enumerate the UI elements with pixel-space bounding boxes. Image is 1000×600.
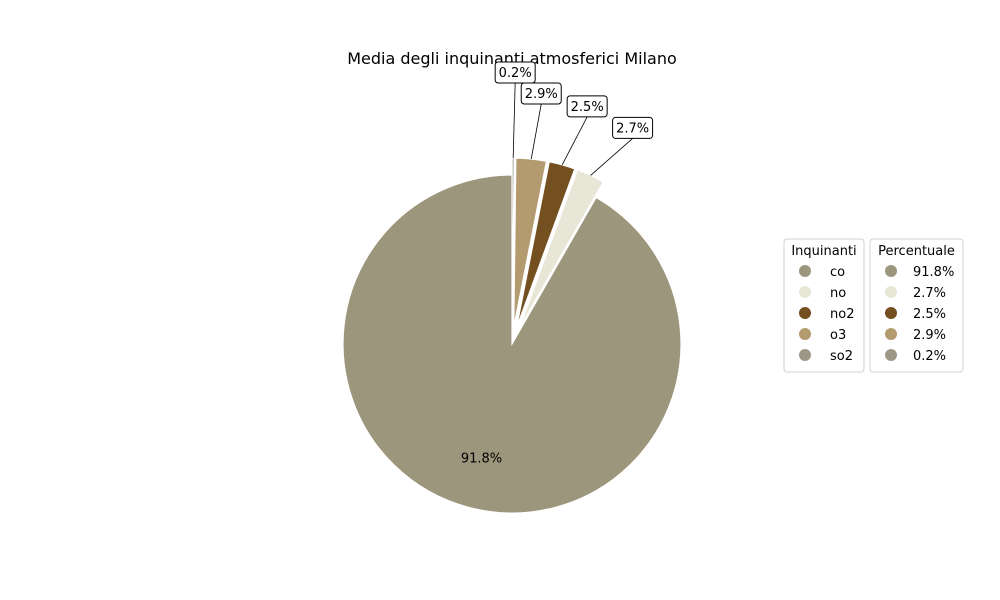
legend-entry: no2 xyxy=(830,307,854,322)
callout-line-no xyxy=(590,138,633,176)
legend-marker xyxy=(885,328,897,340)
pct-label-co: 91.8% xyxy=(461,451,502,466)
legend-entry: 2.9% xyxy=(913,328,946,343)
pie-slice-co xyxy=(342,174,682,514)
callout-label-o3: 2.9% xyxy=(525,87,558,102)
legend-entry: no xyxy=(830,286,846,301)
legend-marker xyxy=(885,265,897,277)
legend-marker xyxy=(799,349,811,361)
legend-marker xyxy=(799,307,811,319)
callout-box-no xyxy=(612,116,654,139)
legend-inquinanti: Inquinanti co no no2 o3 so2 xyxy=(783,238,865,373)
legend-marker xyxy=(885,349,897,361)
legend-entry: co xyxy=(830,265,845,280)
pie-slice-no xyxy=(518,169,605,329)
legend-marker xyxy=(885,307,897,319)
legend-entry: 0.2% xyxy=(913,349,946,364)
chart-title: Media degli inquinanti atmosferici Milan… xyxy=(347,49,677,68)
legend-entry: 91.8% xyxy=(913,265,954,280)
legend-marker xyxy=(799,328,811,340)
legend-title: Percentuale xyxy=(878,244,955,259)
legend-title: Inquinanti xyxy=(791,244,856,259)
legend-marker xyxy=(799,286,811,298)
legend-entry: so2 xyxy=(830,349,853,364)
callout-label-no: 2.7% xyxy=(616,121,649,136)
callout-label-no2: 2.5% xyxy=(571,100,604,115)
callout-line-no2 xyxy=(561,116,588,166)
legend-marker xyxy=(885,286,897,298)
legend-percentuale: Percentuale 91.8% 2.7% 2.5% 2.9% 0.2% xyxy=(869,238,964,373)
callout-box-no2 xyxy=(566,95,608,118)
legend-entry: 2.7% xyxy=(913,286,946,301)
legends: Inquinanti co no no2 o3 so2 Percentuale 91.8% 2.… xyxy=(783,238,964,373)
callout-label-so2: 0.2% xyxy=(499,66,532,81)
pie-labels: 91.8% 2.7% 2.5% 2.9% 0.2% xyxy=(461,61,654,466)
callout-box-o3 xyxy=(520,82,562,105)
callout-line-so2 xyxy=(512,82,516,159)
legend-entry: 2.5% xyxy=(913,307,946,322)
callout-line-o3 xyxy=(530,103,542,160)
pie-slices xyxy=(342,157,682,514)
pie-slice-so2 xyxy=(511,157,515,328)
callout-box-so2 xyxy=(494,61,536,84)
legend-entry: o3 xyxy=(830,328,846,343)
legend-marker xyxy=(799,265,811,277)
